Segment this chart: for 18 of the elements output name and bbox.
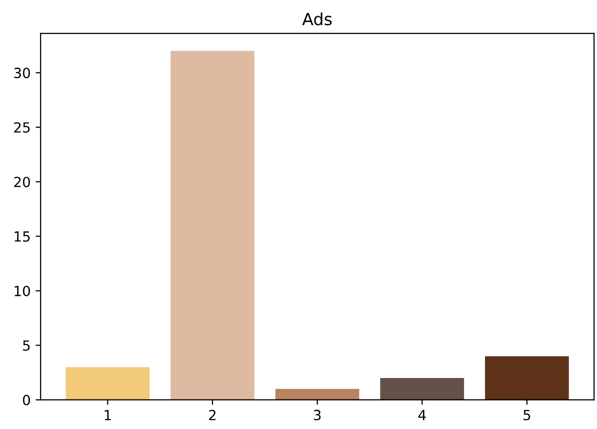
bar bbox=[380, 378, 464, 400]
bar bbox=[275, 388, 360, 400]
bar bbox=[170, 50, 254, 400]
y-tick-label: 20 bbox=[14, 176, 30, 188]
y-tick-label: 0 bbox=[22, 394, 30, 406]
x-tick-label: 2 bbox=[209, 410, 216, 420]
y-tick-label: 5 bbox=[23, 340, 30, 351]
x-tick-label: 4 bbox=[418, 410, 426, 420]
chart-title: Ads bbox=[302, 12, 332, 26]
x-tick-label: 5 bbox=[524, 410, 530, 420]
y-tick-label: 15 bbox=[14, 231, 30, 242]
bar bbox=[66, 367, 150, 400]
y-tick-label: 30 bbox=[14, 68, 30, 78]
y-tick-label: 10 bbox=[14, 286, 30, 296]
y-tick-label: 25 bbox=[14, 122, 30, 133]
x-tick-label: 3 bbox=[314, 410, 321, 420]
x-tick-label: 1 bbox=[104, 410, 111, 420]
bar bbox=[485, 356, 569, 400]
